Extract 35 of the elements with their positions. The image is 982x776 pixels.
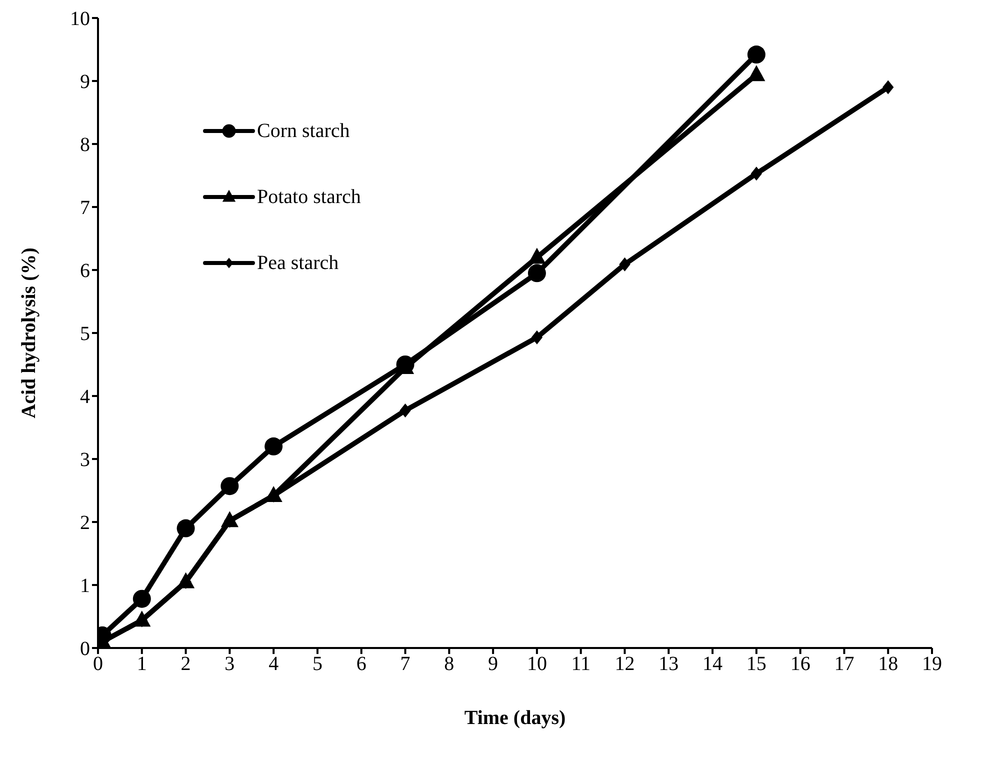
- y-tick-label: 4: [80, 386, 90, 408]
- legend-label: Corn starch: [257, 120, 350, 142]
- x-tick-label: 12: [614, 653, 635, 676]
- x-tick-label: 10: [526, 653, 547, 676]
- y-tick-label: 7: [80, 197, 90, 220]
- x-tick-label: 9: [488, 653, 498, 676]
- x-tick-label: 5: [312, 653, 322, 676]
- x-tick-label: 1: [136, 653, 147, 676]
- x-tick-label: 19: [922, 653, 942, 676]
- x-tick-label: 8: [444, 653, 454, 676]
- x-tick-label: 3: [224, 653, 235, 676]
- x-tick-label: 6: [356, 653, 366, 676]
- y-tick-label: 6: [80, 260, 90, 282]
- y-tick-label: 10: [70, 8, 90, 30]
- x-tick-label: 4: [268, 653, 279, 676]
- x-tick-label: 18: [878, 653, 898, 676]
- x-tick-label: 16: [790, 653, 810, 676]
- x-tick-label: 14: [702, 653, 723, 676]
- x-tick-label: 11: [571, 653, 590, 676]
- x-tick-label: 15: [746, 653, 766, 676]
- y-axis-title: Acid hydrolysis (%): [18, 248, 40, 418]
- y-tick-label: 1: [80, 575, 90, 598]
- y-tick-label: 3: [80, 449, 90, 472]
- legend-label: Pea starch: [257, 252, 339, 274]
- x-axis-title: Time (days): [464, 707, 566, 730]
- y-tick-label: 0: [80, 638, 90, 660]
- x-tick-label: 7: [400, 653, 410, 676]
- y-tick-label: 2: [80, 512, 90, 534]
- y-tick-label: 5: [80, 323, 90, 346]
- x-tick-label: 17: [834, 653, 854, 676]
- y-tick-label: 9: [80, 71, 90, 94]
- x-tick-label: 2: [180, 653, 191, 676]
- x-tick-label: 13: [658, 653, 679, 676]
- y-tick-label: 8: [80, 134, 90, 156]
- legend-label: Potato starch: [257, 186, 361, 208]
